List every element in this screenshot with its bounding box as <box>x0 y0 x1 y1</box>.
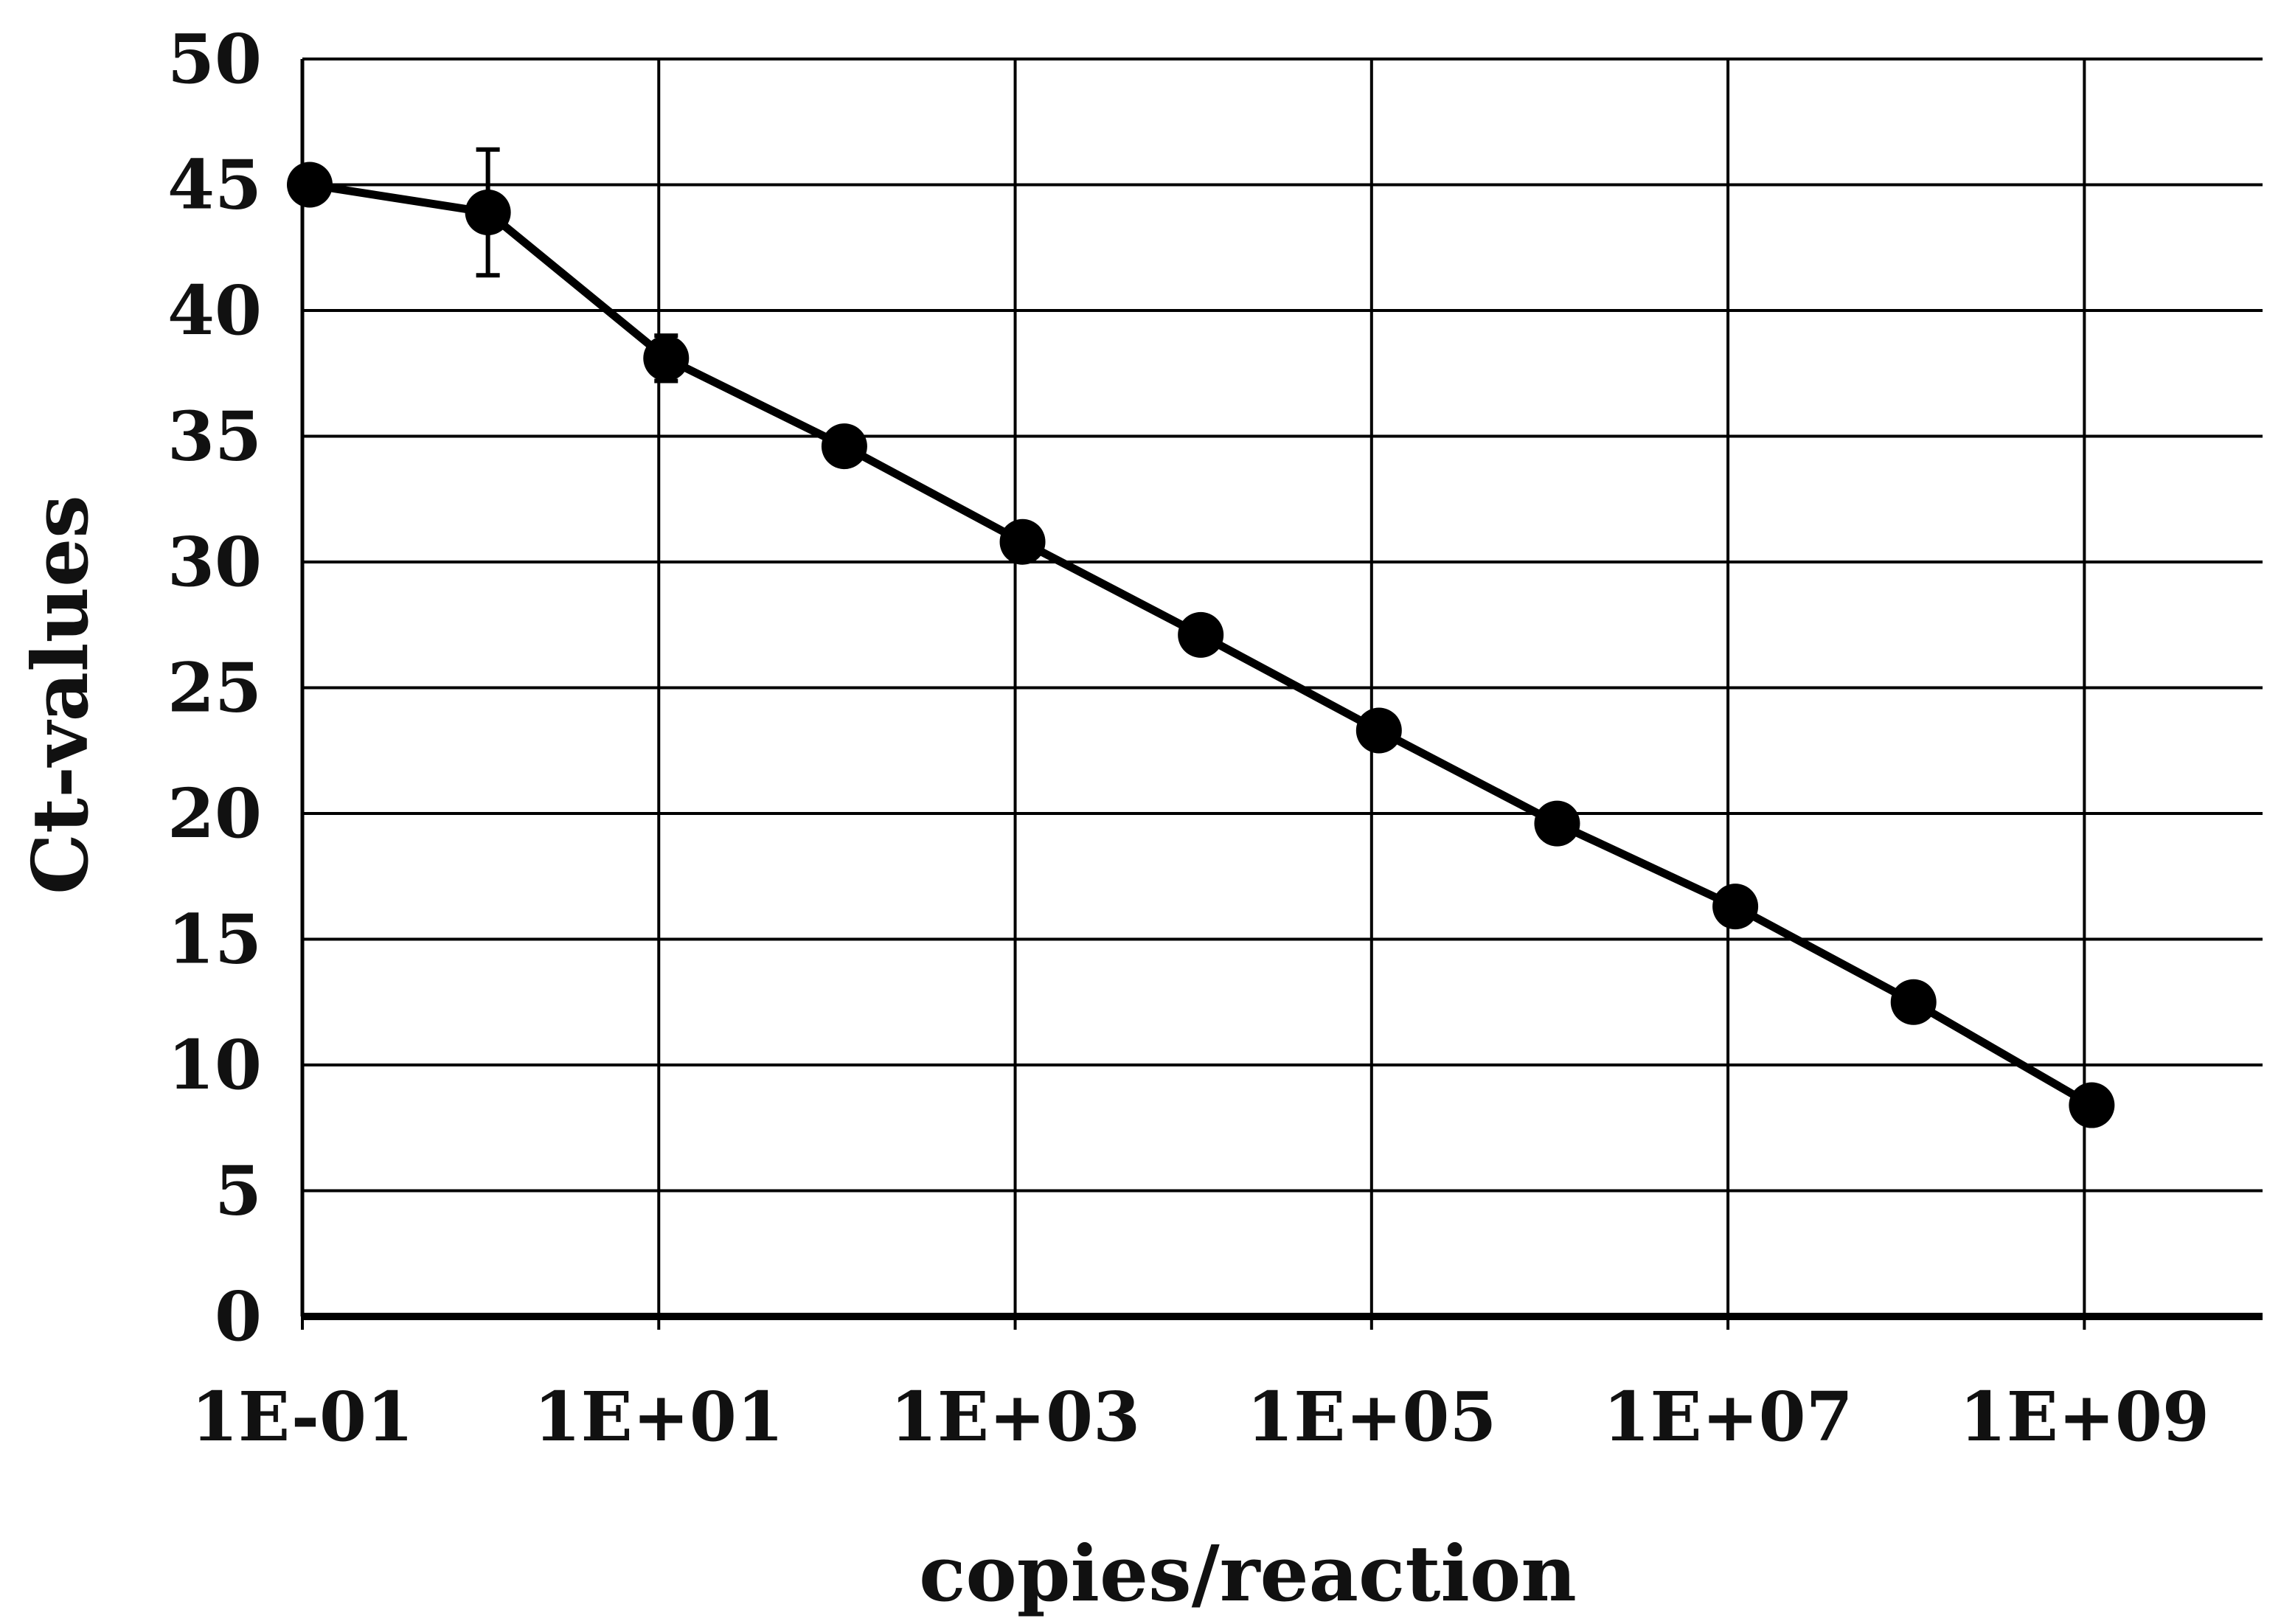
x-tick-label-4: 1E+07 <box>1603 1377 1853 1457</box>
y-tick-label-25: 25 <box>167 648 262 728</box>
data-point-8 <box>1712 884 1759 930</box>
data-points <box>287 162 2115 1128</box>
y-tick-label-35: 35 <box>167 397 262 476</box>
y-tick-label-10: 10 <box>167 1025 262 1105</box>
data-point-3 <box>821 423 867 470</box>
data-point-6 <box>1355 707 1402 754</box>
y-tick-label-40: 40 <box>167 271 262 350</box>
data-point-2 <box>643 335 690 381</box>
x-tick-labels: 1E-01 1E+01 1E+03 1E+05 1E+07 1E+09 <box>191 1377 2209 1457</box>
y-tick-label-5: 5 <box>215 1151 262 1231</box>
x-tick-label-2: 1E+03 <box>890 1377 1140 1457</box>
data-point-5 <box>1178 611 1224 658</box>
x-axis-title: copies/reaction <box>919 1528 1577 1619</box>
axes <box>300 59 2263 1330</box>
y-tick-label-45: 45 <box>167 145 262 225</box>
x-tick-label-3: 1E+05 <box>1246 1377 1496 1457</box>
y-axis-title: Ct-values <box>15 495 105 895</box>
y-tick-label-0: 0 <box>215 1277 262 1356</box>
x-tick-label-5: 1E+09 <box>1959 1377 2209 1457</box>
y-tick-labels: 0 5 10 15 20 25 30 35 40 45 50 <box>167 19 262 1356</box>
data-point-10 <box>2069 1082 2115 1128</box>
data-point-4 <box>999 518 1046 565</box>
y-tick-label-50: 50 <box>167 19 262 99</box>
data-point-9 <box>1890 979 1937 1025</box>
y-tick-label-30: 30 <box>167 522 262 602</box>
horizontal-gridlines <box>302 58 2263 1193</box>
data-point-0 <box>287 162 333 208</box>
data-point-1 <box>465 190 511 236</box>
x-tick-label-1: 1E+01 <box>534 1377 784 1457</box>
y-tick-label-15: 15 <box>167 900 262 979</box>
data-point-7 <box>1534 800 1580 847</box>
x-tick-label-0: 1E-01 <box>191 1377 414 1457</box>
y-tick-label-20: 20 <box>167 774 262 853</box>
